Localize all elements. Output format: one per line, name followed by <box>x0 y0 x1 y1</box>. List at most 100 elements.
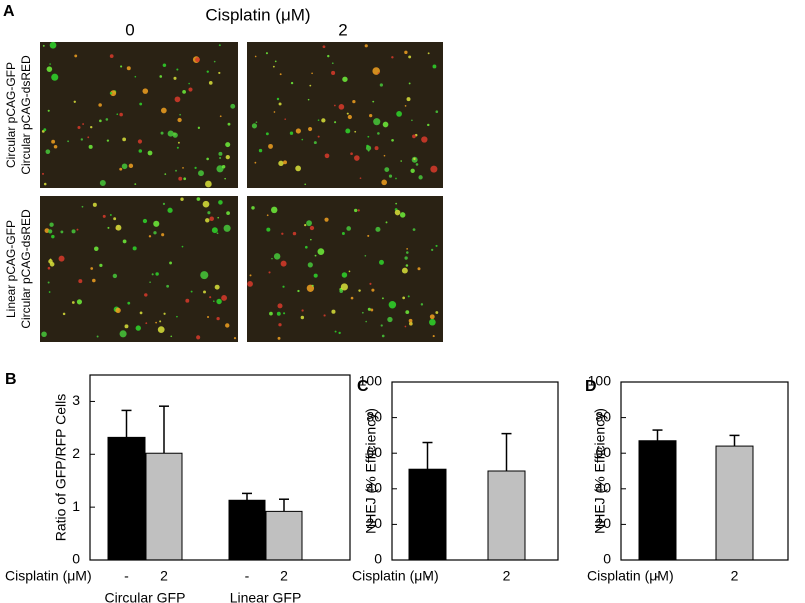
fluorescent-cell <box>304 183 307 186</box>
fluorescent-cell <box>87 136 90 139</box>
fluorescent-cell <box>76 299 83 305</box>
fluorescent-cell <box>406 251 409 254</box>
fluorescent-cell <box>359 177 362 179</box>
x-tick-label: 2 <box>280 568 288 584</box>
fluorescent-cell <box>81 205 84 208</box>
y-tick-label: 40 <box>595 480 611 496</box>
fluorescent-cell <box>109 54 114 58</box>
fluorescent-cell <box>225 323 230 328</box>
fluorescent-cell <box>221 165 226 169</box>
fluorescent-cell <box>47 281 50 284</box>
fluorescent-cell <box>110 90 117 97</box>
fluorescent-cell <box>139 311 143 315</box>
fluorescent-cell <box>188 82 190 85</box>
fluorescent-cell <box>429 314 435 320</box>
fluorescent-cell <box>388 300 397 309</box>
fluorescent-cell <box>274 60 277 63</box>
y-tick-label: 3 <box>72 392 80 408</box>
fluorescent-cell <box>404 325 407 328</box>
fluorescent-cell <box>202 200 210 208</box>
fluorescent-cell <box>427 123 430 127</box>
fluorescent-cell <box>176 68 179 71</box>
x-tick-label: - <box>655 568 660 584</box>
fluorescent-cell <box>122 239 127 244</box>
fluorescent-cell <box>221 295 227 301</box>
fluorescent-cell <box>369 282 372 285</box>
fluorescent-cell <box>119 330 127 338</box>
fluorescent-cell <box>273 253 281 260</box>
fluorescent-cell <box>217 216 220 219</box>
fluorescent-cell <box>122 137 127 142</box>
column-label: 2 <box>338 20 347 39</box>
fluorescent-cell <box>406 248 409 250</box>
fluorescent-cell <box>381 179 387 186</box>
fluorescent-cell <box>404 256 408 260</box>
fluorescent-cell <box>206 315 210 319</box>
fluorescent-cell <box>42 44 45 47</box>
fluorescent-cell <box>310 238 312 241</box>
fluorescent-cell <box>223 224 231 232</box>
fluorescent-cell <box>350 152 353 156</box>
y-tick-label: 20 <box>366 515 382 531</box>
fluorescent-cell <box>407 295 410 298</box>
fluorescent-cell <box>198 170 204 177</box>
fluorescent-cell <box>353 208 358 213</box>
fluorescent-cell <box>47 266 51 270</box>
fluorescent-cell <box>99 179 106 186</box>
fluorescent-cell <box>167 207 173 213</box>
fluorescent-cell <box>435 244 438 247</box>
fluorescent-cell <box>379 83 383 87</box>
fluorescent-cell <box>49 222 54 227</box>
fluorescent-cell <box>166 284 170 288</box>
fluorescent-cell <box>254 161 257 164</box>
fluorescent-cell <box>379 259 384 265</box>
fluorescent-cell <box>113 217 117 221</box>
fluorescent-cell <box>255 121 258 124</box>
fluorescent-cell <box>216 298 222 305</box>
y-tick-label: 40 <box>366 480 382 496</box>
fluorescent-cell <box>48 229 53 234</box>
fluorescent-cell <box>301 309 304 312</box>
fluorescent-cell <box>276 97 280 101</box>
fluorescent-cell <box>160 131 164 135</box>
micrograph <box>247 42 443 188</box>
fluorescent-cell <box>155 272 159 276</box>
fluorescent-cell <box>149 281 151 284</box>
fluorescent-cell <box>314 254 317 257</box>
fluorescent-cell <box>92 202 97 207</box>
fluorescent-cell <box>341 272 348 278</box>
fluorescent-cell <box>331 309 336 314</box>
fluorescent-cell <box>420 303 424 306</box>
fluorescent-cell <box>412 134 416 139</box>
fluorescent-cell <box>304 245 308 249</box>
fluorescent-cell <box>270 206 278 214</box>
fluorescent-cell <box>119 112 123 117</box>
fluorescent-cell <box>175 169 177 172</box>
fluorescent-cell <box>396 111 402 117</box>
fluorescent-cell <box>58 255 65 262</box>
fluorescent-cell <box>137 139 143 144</box>
fluorescent-cell <box>94 246 99 252</box>
fluorescent-cell <box>173 76 177 80</box>
x-tick-label: 2 <box>503 568 511 584</box>
bar <box>228 499 266 561</box>
fluorescent-cell <box>233 337 237 340</box>
fluorescent-cell <box>279 73 282 76</box>
fluorescent-cell <box>404 105 407 107</box>
fluorescent-cell <box>415 163 419 166</box>
fluorescent-cell <box>153 220 160 227</box>
y-tick-label: 60 <box>366 444 382 460</box>
fluorescent-cell <box>258 148 263 153</box>
micrographs <box>40 41 443 342</box>
fluorescent-cell <box>164 173 167 175</box>
fluorescent-cell <box>322 45 326 49</box>
fluorescent-cell <box>408 55 412 59</box>
bar <box>408 468 447 561</box>
fluorescent-cell <box>348 270 351 273</box>
fluorescent-cell <box>304 223 307 227</box>
fluorescent-cell <box>331 70 336 75</box>
fluorescent-cell <box>218 200 223 205</box>
fluorescent-cell <box>380 324 383 327</box>
